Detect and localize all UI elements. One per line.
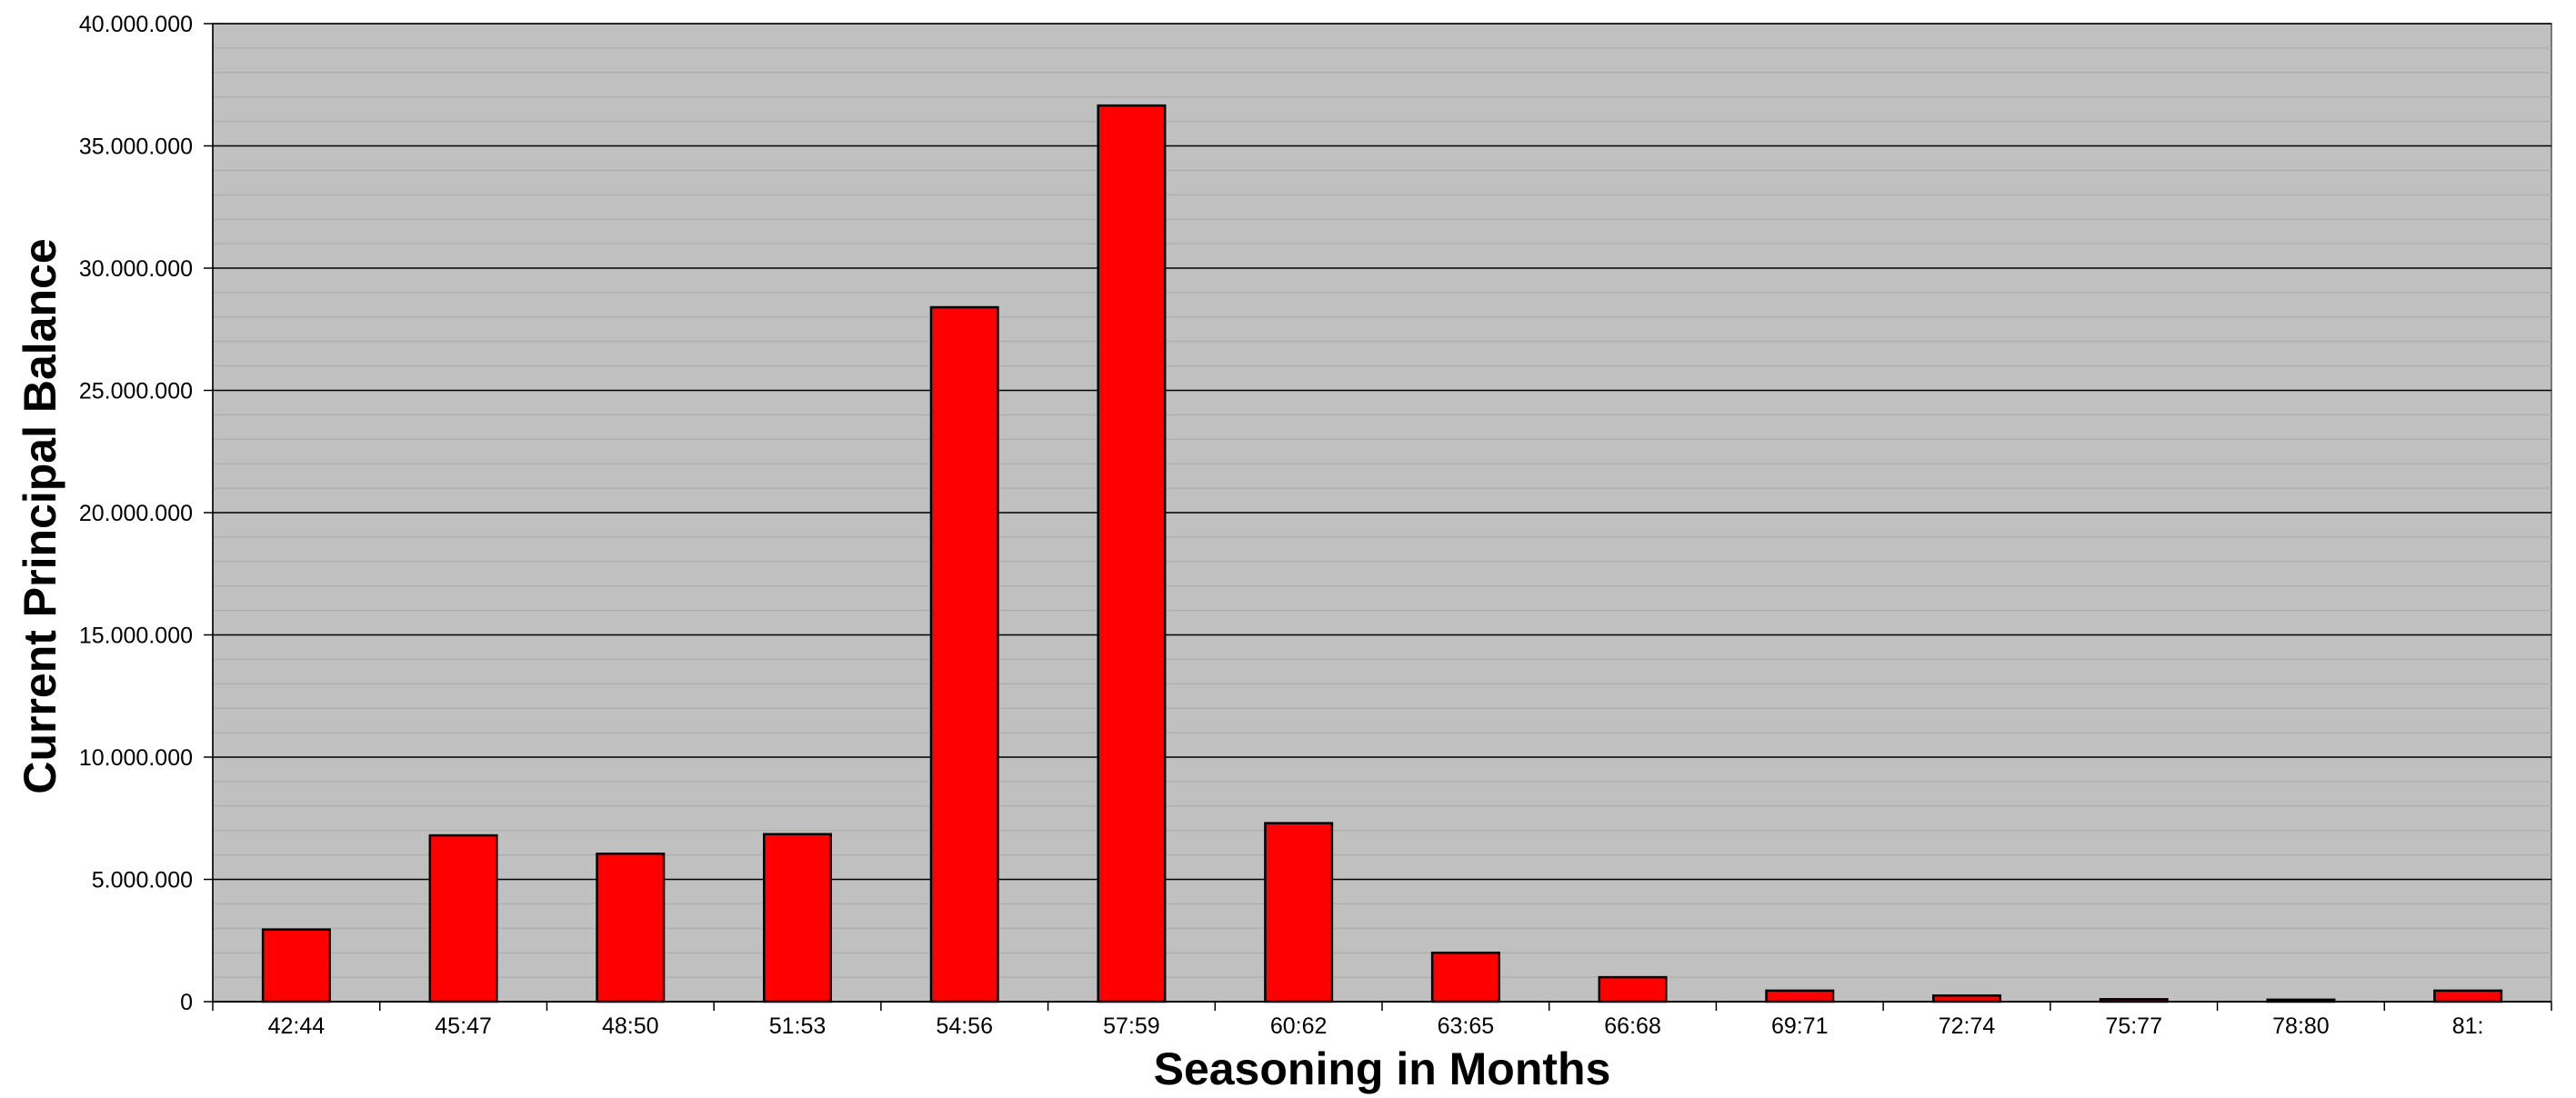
y-tick-label: 0: [180, 990, 193, 1015]
bar-45:47: [428, 833, 498, 1003]
x-tick-label: 60:62: [1270, 1013, 1328, 1039]
x-tick-label: 72:74: [1939, 1013, 1996, 1039]
bar-66:68: [1598, 975, 1668, 1003]
x-tick-label: 81:: [2452, 1013, 2484, 1039]
y-tick-label: 10.000.000: [79, 745, 193, 771]
bar-42:44: [261, 928, 331, 1003]
bar-69:71: [1765, 989, 1835, 1003]
bar-51:53: [763, 833, 832, 1003]
x-axis: 42:44 45:47 48:50 51:53 54:56 57:59 60:62 63:65…: [212, 1001, 2552, 1039]
bar-54:56: [929, 305, 999, 1003]
x-tick-label: 66:68: [1604, 1013, 1661, 1039]
bar-48:50: [596, 853, 666, 1003]
bar-72:74: [1932, 994, 2001, 1003]
bar-81:: [2433, 989, 2503, 1003]
bar-60:62: [1264, 822, 1334, 1003]
y-axis-title: Current Principal Balance: [15, 238, 65, 794]
y-tick-label: 5.000.000: [92, 868, 193, 893]
y-tick-label: 35.000.000: [79, 135, 193, 160]
x-axis-title: Seasoning in Months: [1154, 1043, 1611, 1094]
y-tick-label: 15.000.000: [79, 624, 193, 649]
x-tick-label: 57:59: [1103, 1013, 1160, 1039]
x-tick-label: 69:71: [1771, 1013, 1829, 1039]
x-tick-label: 48:50: [602, 1013, 659, 1039]
y-tick-label: 25.000.000: [79, 379, 193, 404]
x-tick-label: 75:77: [2105, 1013, 2162, 1039]
x-tick-label: 63:65: [1438, 1013, 1495, 1039]
y-tick-label: 20.000.000: [79, 501, 193, 526]
x-tick-label: 78:80: [2272, 1013, 2330, 1039]
x-tick-label: 42:44: [268, 1013, 326, 1039]
bar-63:65: [1430, 951, 1500, 1003]
bar-57:59: [1097, 104, 1167, 1003]
y-tick-label: 40.000.000: [79, 12, 193, 37]
x-tick-label: 45:47: [435, 1013, 492, 1039]
x-tick-label: 54:56: [936, 1013, 993, 1039]
minor-gridlines: [213, 47, 2551, 978]
y-axis: 0 5.000.000 10.000.000 15.000.000 20.000.000…: [79, 12, 214, 1015]
x-tick-label: 51:53: [769, 1013, 827, 1039]
y-tick-label: 30.000.000: [79, 256, 193, 282]
